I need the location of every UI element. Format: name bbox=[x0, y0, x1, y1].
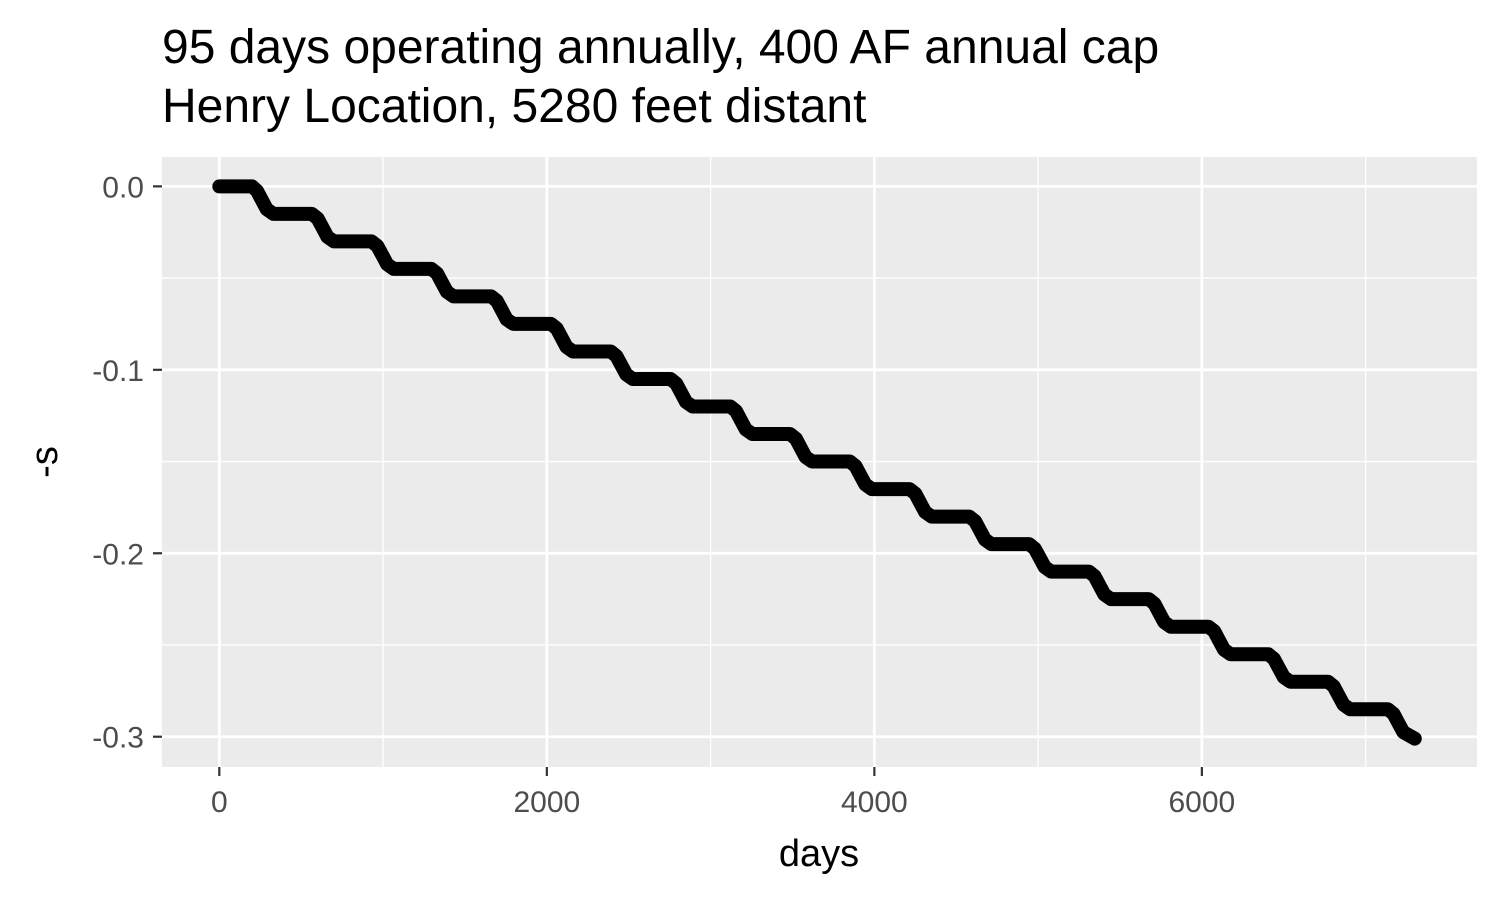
major-gridlines bbox=[162, 157, 1477, 767]
x-axis: 0 2000 4000 6000 bbox=[211, 767, 1235, 819]
y-axis: 0.0 -0.1 -0.2 -0.3 bbox=[92, 171, 162, 755]
y-tick-label-2: -0.2 bbox=[92, 538, 144, 571]
series-line-0 bbox=[212, 179, 1422, 746]
x-tick-label-3: 6000 bbox=[1169, 786, 1236, 819]
x-tick-label-1: 2000 bbox=[513, 786, 580, 819]
x-tick-label-0: 0 bbox=[211, 786, 228, 819]
y-tick-label-3: -0.3 bbox=[92, 722, 144, 755]
x-axis-title: days bbox=[779, 833, 859, 875]
x-tick-label-2: 4000 bbox=[841, 786, 908, 819]
y-axis-title: -s bbox=[24, 446, 66, 478]
y-tick-label-1: -0.1 bbox=[92, 355, 144, 388]
chart-title-line-1: 95 days operating annually, 400 AF annua… bbox=[162, 21, 1159, 74]
chart-title-line-2: Henry Location, 5280 feet distant bbox=[162, 80, 866, 133]
plot-panel bbox=[162, 157, 1477, 767]
y-tick-label-0: 0.0 bbox=[102, 171, 144, 204]
series-layer bbox=[212, 179, 1422, 746]
